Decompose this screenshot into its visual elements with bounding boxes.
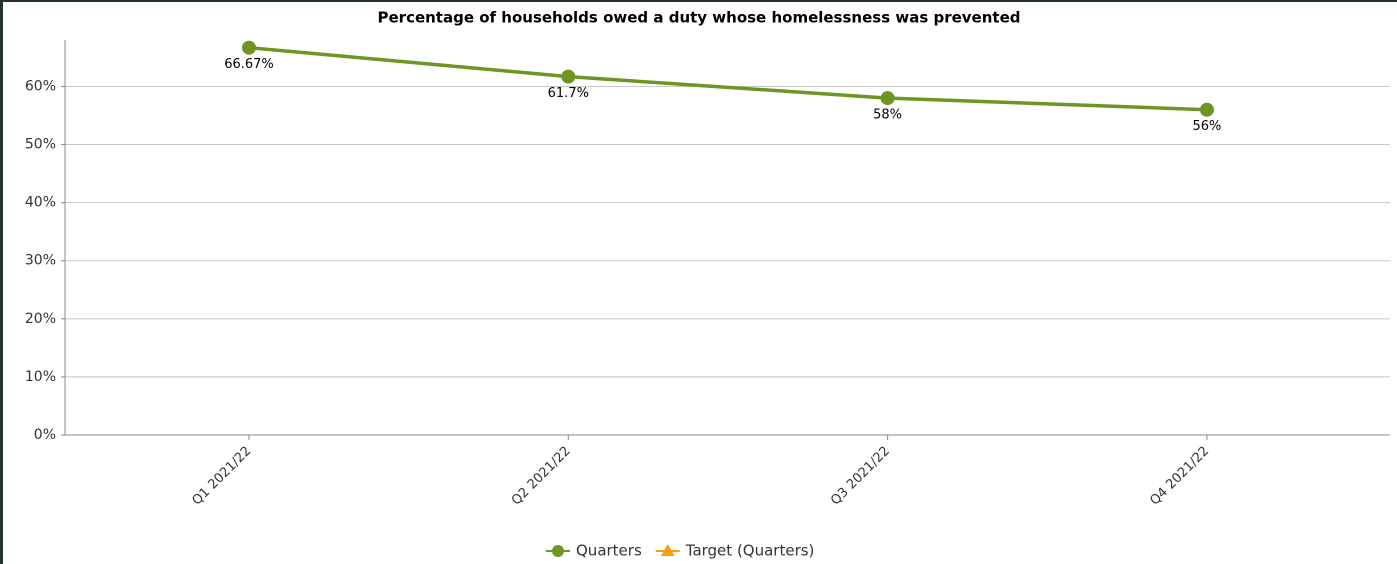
point bbox=[880, 91, 895, 106]
point bbox=[561, 69, 576, 84]
x-tick-label: Q1 2021/22 bbox=[189, 444, 254, 509]
y-tick-label: 40% bbox=[25, 195, 56, 211]
y-tick-label: 30% bbox=[25, 253, 56, 269]
line bbox=[248, 45, 1207, 112]
data-label: 56% bbox=[1192, 119, 1221, 134]
data-label: 58% bbox=[873, 108, 902, 123]
y-tick-label: 0% bbox=[34, 427, 56, 443]
point bbox=[1199, 102, 1214, 117]
y-tick-label: 50% bbox=[25, 137, 56, 153]
chart-title: Percentage of households owed a duty who… bbox=[378, 9, 1021, 27]
legend-label: Target (Quarters) bbox=[685, 542, 815, 560]
y-tick-label: 10% bbox=[25, 369, 56, 385]
point bbox=[242, 40, 256, 55]
data-label: 61.7% bbox=[548, 86, 589, 101]
legend-marker bbox=[552, 545, 564, 557]
y-tick-label: 20% bbox=[25, 311, 56, 327]
x-tick-label: Q4 2021/22 bbox=[1147, 444, 1212, 509]
legend-label: Quarters bbox=[576, 542, 642, 560]
x-tick-label: Q3 2021/22 bbox=[828, 444, 893, 509]
legend-marker bbox=[660, 544, 675, 556]
data-label: 66.67% bbox=[224, 57, 274, 72]
x-tick-label: Q2 2021/22 bbox=[509, 444, 574, 509]
y-tick-label: 60% bbox=[25, 78, 56, 94]
